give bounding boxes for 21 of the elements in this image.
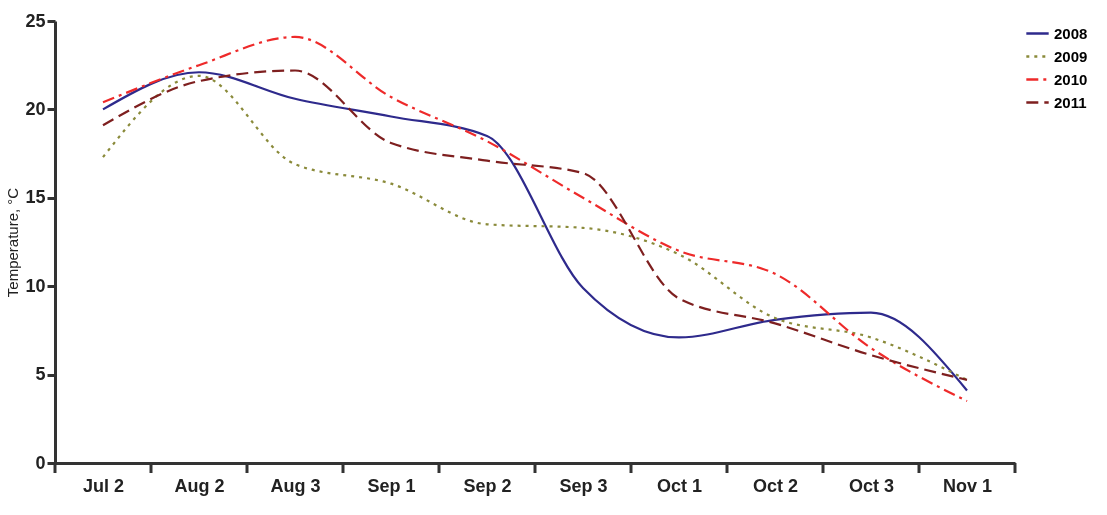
y-tick-label: 25 [25,10,46,31]
x-tick-label: Oct 1 [656,475,703,496]
y-tick-label: 5 [35,364,46,385]
x-tick-label: Sep 3 [559,475,608,496]
x-tick-label: Jul 2 [82,475,125,496]
y-tick-label: 15 [25,187,46,208]
legend-label: 2010 [1054,70,1088,88]
y-tick-label: 10 [25,275,46,296]
legend-label: 2008 [1054,24,1088,42]
x-tick-label: Sep 2 [463,475,512,496]
x-tick-label: Aug 3 [270,475,321,496]
x-tick-label: Oct 3 [848,475,895,496]
x-tick-label: Sep 1 [367,475,416,496]
y-tick-label: 0 [35,452,46,473]
y-axis-title: Temperature, °C [4,187,22,298]
x-tick-label: Oct 2 [752,475,799,496]
legend-label: 2011 [1054,93,1087,111]
x-tick-label: Nov 1 [942,475,993,496]
x-tick-label: Aug 2 [174,475,225,496]
y-tick-label: 20 [25,98,46,119]
legend-label: 2009 [1054,47,1088,65]
